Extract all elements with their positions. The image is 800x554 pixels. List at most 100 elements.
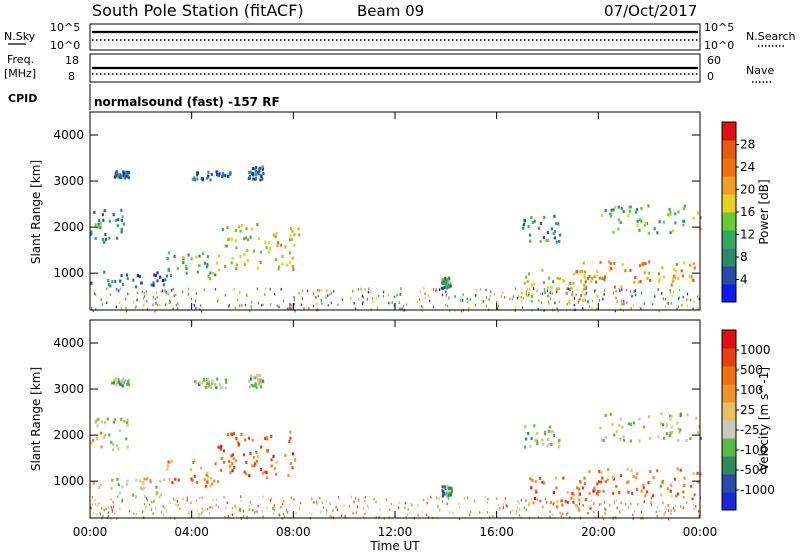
velocity-echo-cell <box>682 506 684 509</box>
power-echo-cell <box>454 295 456 298</box>
velocity-echo-cell <box>325 509 328 512</box>
power-echo-cell <box>265 287 267 291</box>
power-echo-cell <box>644 222 648 226</box>
power-echo-cell <box>193 176 196 180</box>
power-echo-cell <box>612 230 615 234</box>
velocity-echo-cell <box>135 512 137 516</box>
scale-bottom-right: 10^0 <box>704 39 734 52</box>
power-echo-cell <box>135 305 137 308</box>
velocity-echo-cell <box>273 467 276 471</box>
velocity-echo-cell <box>683 476 686 480</box>
velocity-echo-cell <box>577 508 580 511</box>
power-echo-cell <box>697 307 699 310</box>
velocity-echo-cell <box>697 480 700 484</box>
power-echo-cell <box>152 283 155 287</box>
velocity-echo-cell <box>636 472 639 476</box>
velocity-echo-cell <box>262 471 265 475</box>
power-echo-cell <box>90 232 93 236</box>
velocity-echo-cell <box>113 418 117 422</box>
velocity-echo-cell <box>227 515 229 518</box>
velocity-echo-cell <box>126 418 129 422</box>
velocity-echo-cell <box>558 438 561 442</box>
power-echo-cell <box>116 288 118 291</box>
power-echo-cell <box>106 287 108 291</box>
power-echo-cell <box>261 177 264 181</box>
velocity-colorbar-tick-label: -500 <box>740 463 767 477</box>
power-echo-cell <box>259 178 262 182</box>
velocity-echo-cell <box>315 500 318 503</box>
velocity-echo-cell <box>599 426 602 430</box>
power-echo-cell <box>127 292 129 296</box>
power-echo-cell <box>681 304 683 307</box>
velocity-ytick-label: 4000 <box>53 336 84 350</box>
power-echo-cell <box>123 176 126 180</box>
velocity-echo-cell <box>255 459 258 463</box>
velocity-echo-cell <box>693 507 695 511</box>
power-echo-cell <box>672 276 675 280</box>
velocity-echo-cell <box>108 433 111 437</box>
power-echo-cell <box>128 171 131 175</box>
velocity-echo-cell <box>527 432 530 435</box>
power-echo-cell <box>520 295 522 299</box>
power-echo-cell <box>622 210 625 214</box>
velocity-echo-cell <box>661 480 664 483</box>
velocity-echo-cell <box>581 503 583 507</box>
power-echo-cell <box>522 226 525 230</box>
velocity-echo-cell <box>174 498 176 502</box>
velocity-echo-cell <box>534 489 537 493</box>
power-echo-cell <box>164 289 166 293</box>
velocity-echo-cell <box>171 481 174 485</box>
velocity-echo-cell <box>644 494 647 498</box>
power-echo-cell <box>557 309 559 313</box>
velocity-echo-cell <box>248 474 251 478</box>
velocity-echo-cell <box>660 493 663 497</box>
power-echo-cell <box>686 298 688 302</box>
power-echo-cell <box>593 275 596 279</box>
velocity-echo-cell <box>224 378 227 382</box>
power-echo-cell <box>102 218 105 222</box>
power-echo-cell <box>196 171 199 175</box>
power-echo-cell <box>521 291 523 295</box>
velocity-echo-cell <box>206 382 209 386</box>
power-echo-cell <box>677 210 680 214</box>
power-echo-cell <box>199 308 201 311</box>
power-echo-cell <box>293 243 296 247</box>
velocity-echo-cell <box>423 498 425 502</box>
velocity-echo-cell <box>287 474 290 478</box>
power-echo-cell <box>90 281 93 285</box>
power-echo-cell <box>446 281 449 285</box>
velocity-echo-cell <box>693 502 695 506</box>
velocity-echo-cell <box>579 480 582 484</box>
velocity-echo-cell <box>667 509 669 512</box>
power-echo-cell <box>648 260 651 264</box>
power-echo-cell <box>582 261 585 265</box>
power-echo-cell <box>157 303 159 307</box>
velocity-echo-cell <box>102 514 104 518</box>
velocity-echo-cell <box>620 501 622 504</box>
velocity-echo-cell <box>260 385 263 389</box>
power-echo-cell <box>175 293 177 296</box>
scale-top-left: 10^5 <box>50 21 80 34</box>
power-echo-cell <box>690 298 692 302</box>
velocity-echo-cell <box>224 516 226 519</box>
power-echo-cell <box>522 223 525 227</box>
velocity-echo-cell <box>139 486 142 490</box>
power-echo-cell <box>572 290 574 294</box>
velocity-echo-cell <box>207 380 210 384</box>
power-echo-cell <box>539 240 542 243</box>
velocity-colorbar-segment <box>722 348 736 367</box>
velocity-echo-cell <box>311 512 313 516</box>
power-echo-cell <box>550 227 554 231</box>
power-echo-cell <box>205 265 209 269</box>
nave-bottom-tick: 0 <box>707 70 714 83</box>
power-echo-cell <box>626 288 628 292</box>
velocity-echo-cell <box>288 440 291 444</box>
power-echo-cell <box>432 288 435 291</box>
power-echo-cell <box>449 284 452 288</box>
power-echo-cell <box>573 297 575 300</box>
velocity-echo-cell <box>92 439 95 442</box>
velocity-echo-cell <box>692 472 695 476</box>
power-echo-cell <box>444 283 447 287</box>
power-echo-cell <box>182 290 184 294</box>
